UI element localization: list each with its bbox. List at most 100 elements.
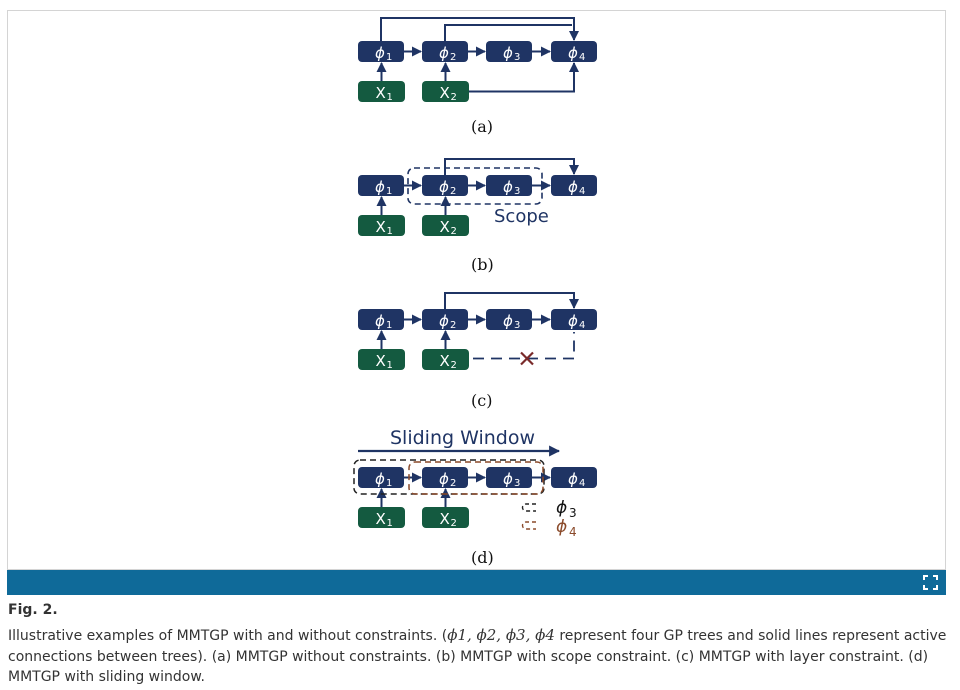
panel-a-skip-phi2-phi4 <box>444 24 572 41</box>
panel-d-phi1-node-subscript: 1 <box>386 478 392 489</box>
panel-a-x2-node-subscript: 2 <box>451 92 457 103</box>
panel-d-phi2-node-box <box>422 467 468 488</box>
panel-a-phi3-node-label: ϕ <box>503 44 513 62</box>
panel-a-x2-node-label: X <box>440 84 450 102</box>
panel-a-x1-node-label: X <box>376 84 386 102</box>
panel-d-x2-node-subscript: 2 <box>451 518 457 529</box>
panel-b-phi4-node-label: ϕ <box>568 178 578 196</box>
panel-a-label: (a) <box>471 117 493 136</box>
panel-b-scope-label: Scope <box>494 206 549 227</box>
panel-d-label: (d) <box>471 548 494 567</box>
panel-b-scope-box <box>407 167 543 205</box>
panel-d-x1-node-box <box>358 507 405 528</box>
panel-d-x1-node-label: X <box>376 510 386 528</box>
panel-d-phi3-node-subscript: 3 <box>514 478 520 489</box>
panel-b-label: (b) <box>471 255 494 274</box>
panel-d-phi3-node-box <box>486 467 532 488</box>
panel-d-phi4-node-box <box>551 467 597 488</box>
panel-b-phi2-node-subscript: 2 <box>450 186 456 197</box>
panel-c-phi2-node-label: ϕ <box>439 312 449 330</box>
panel-c-x2-node-box <box>422 349 469 370</box>
panel-b-skip-phi2-phi4 <box>444 158 579 175</box>
panel-d-phi2-node-subscript: 2 <box>450 478 456 489</box>
panel-b-phi1-node-box <box>358 175 404 196</box>
panel-c-skip-phi2-phi4 <box>444 292 579 309</box>
panel-b-x2-node-box <box>422 215 469 236</box>
panel-c-phi3-node-box <box>486 309 532 330</box>
panel-d-phi4-node-label: ϕ <box>568 470 578 488</box>
panel-a-x2-phi4 <box>469 62 579 93</box>
caption-math: ϕ1, ϕ2, ϕ3, ϕ4 <box>447 626 555 644</box>
panel-d-phi1-node-box <box>358 467 404 488</box>
panel-d-legend-phi3: ϕ <box>556 498 567 518</box>
panel-a-phi4-node-label: ϕ <box>568 44 578 62</box>
panel-c-label: (c) <box>471 391 492 410</box>
panel-c-phi1-node-subscript: 1 <box>386 320 392 331</box>
panel-a-phi1-node-box <box>358 41 404 62</box>
panel-d-legend-brown-swatch <box>521 521 536 530</box>
panel-b-x1-node-box <box>358 215 405 236</box>
panel-c-x2-node-label: X <box>440 352 450 370</box>
expand-icon[interactable] <box>923 575 938 590</box>
panel-c-phi1-node-label: ϕ <box>375 312 385 330</box>
panel-a-phi2-node-label: ϕ <box>439 44 449 62</box>
panel-a-phi4-node-box <box>551 41 597 62</box>
panel-a-x2-node-box <box>422 81 469 102</box>
panel-b-x2-node-subscript: 2 <box>451 226 457 237</box>
panel-d-x1-node-subscript: 1 <box>387 518 393 529</box>
figure-frame: ϕ 1 ϕ 2 ϕ 3 ϕ 4 X 1 X 2 (a) ϕ 1 ϕ 2 ϕ 3 ϕ 4 X 1 X 2 Scope (b) ϕ 1 ϕ 2 ϕ… <box>7 10 946 570</box>
panel-c-phi2-node-box <box>422 309 468 330</box>
panel-c-phi1-node-box <box>358 309 404 330</box>
panel-b-phi3-node-box <box>486 175 532 196</box>
panel-c-phi3-node-label: ϕ <box>503 312 513 330</box>
panel-d-phi1-node-label: ϕ <box>375 470 385 488</box>
panel-c-blocked-connection <box>473 332 575 360</box>
panel-c-phi3-node-subscript: 3 <box>514 320 520 331</box>
panel-d-x2-node-box <box>422 507 469 528</box>
panel-d-phi2-node-label: ϕ <box>439 470 449 488</box>
panel-b-phi4-node-box <box>551 175 597 196</box>
panel-b-phi4-node-subscript: 4 <box>579 186 585 197</box>
panel-c-x1-node-label: X <box>376 352 386 370</box>
panel-c-phi2-node-subscript: 2 <box>450 320 456 331</box>
panel-c-x1-node-subscript: 1 <box>387 360 393 371</box>
panel-c-x2-node-subscript: 2 <box>451 360 457 371</box>
panel-a-phi3-node-box <box>486 41 532 62</box>
panel-a-phi2-node-subscript: 2 <box>450 52 456 63</box>
panel-b-phi2-node-label: ϕ <box>439 178 449 196</box>
panel-b-x1-node-label: X <box>376 218 386 236</box>
panel-b-phi3-node-subscript: 3 <box>514 186 520 197</box>
panel-b-x1-node-subscript: 1 <box>387 226 393 237</box>
panel-d-legend-phi4: ϕ <box>556 517 567 537</box>
panel-b-phi1-node-label: ϕ <box>375 178 385 196</box>
figure-label: Fig. 2. <box>8 602 58 618</box>
panel-c-phi4-node-subscript: 4 <box>579 320 585 331</box>
panel-a-phi1-node-subscript: 1 <box>386 52 392 63</box>
caption-text-1: Illustrative examples of MMTGP with and … <box>8 628 448 644</box>
figure-toolbar <box>7 570 946 595</box>
panel-d-legend-phi4-sub: 4 <box>569 525 577 539</box>
